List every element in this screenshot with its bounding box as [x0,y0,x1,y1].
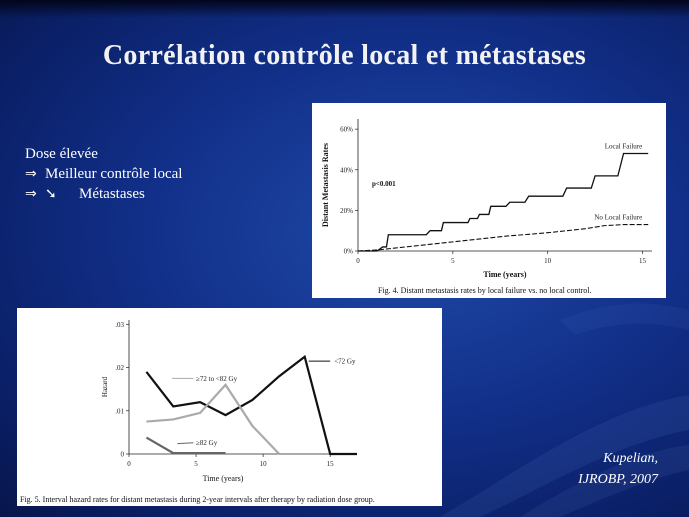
series-no-local-failure-line [357,224,649,252]
bullet-text: Meilleur contrôle local [45,166,183,182]
y-tick-label: 40% [340,166,353,174]
bullet-text: Métastases [79,186,145,202]
series-label-leader [177,442,194,445]
bullet-item: ⇒ Meilleur contrôle local [25,164,182,184]
figure-4-caption: Fig. 4. Distant metastasis rates by loca… [378,286,592,295]
bullet-item: Dose élevée [25,144,182,164]
bullet-text: Dose élevée [25,146,98,162]
y-axis-label: Distant Metastasis Rates [321,143,330,227]
x-axis-label: Time (years) [483,270,527,279]
series-label: ≥72 to <82 Gy [196,375,238,383]
series-label: No Local Failure [594,214,642,222]
y-tick-label: 20% [340,207,353,215]
x-tick-label: 15 [327,460,335,468]
y-tick-label: .01 [115,407,124,415]
series-local-failure-line [358,152,649,252]
x-tick-label: 10 [260,460,268,468]
bullet-item: ⇒ ➘ Métastases [25,184,182,204]
x-tick-label: 0 [356,257,360,265]
x-tick-label: 10 [544,257,552,265]
series-label: Local Failure [605,143,643,151]
x-tick-label: 15 [639,257,647,265]
implies-arrow-icon: ⇒ [25,166,37,182]
top-band [0,0,689,18]
series-line [145,354,357,456]
y-tick-label: 60% [340,126,353,134]
bullet-list: Dose élevée ⇒ Meilleur contrôle local ⇒ … [25,144,182,204]
x-tick-label: 5 [194,460,198,468]
series-line [145,436,226,455]
y-tick-label: .02 [115,364,124,372]
citation-author: Kupelian, [603,451,658,466]
citation-journal: IJROBP, 2007 [578,472,658,487]
citation: Kupelian, IJROBP, 2007 [578,448,658,490]
figure-5-caption: Fig. 5. Interval hazard rates for distan… [20,495,375,504]
series-line [146,383,281,455]
y-tick-label: 0% [344,248,354,256]
implies-arrow-icon: ⇒ [25,186,37,202]
p-value-annotation: p<0.001 [372,180,396,188]
figure-5-chart: 0 .01 .02 .03 0 5 10 15 Time (years) Hazard <72 Gy… [101,320,357,483]
x-axis-label: Time (years) [203,474,244,483]
down-right-arrow-icon: ➘ [45,186,57,202]
y-tick-label: .03 [115,321,124,329]
x-tick-label: 5 [451,257,455,265]
figure-5-panel: 0 .01 .02 .03 0 5 10 15 Time (years) Hazard <72 Gy… [17,308,442,506]
series-label: ≥82 Gy [196,439,218,447]
y-axis-label: Hazard [101,376,109,397]
figure-4-panel: 0% 20% 40% 60% 0 5 10 15 Time (years) Distant Met… [312,103,666,298]
y-tick-label: 0 [121,451,125,459]
x-tick-label: 0 [127,460,131,468]
figure-4-chart: 0% 20% 40% 60% 0 5 10 15 Time (years) Distant Met… [321,119,652,279]
slide-title: Corrélation contrôle local et métastases [102,40,587,71]
series-label: <72 Gy [334,358,356,366]
